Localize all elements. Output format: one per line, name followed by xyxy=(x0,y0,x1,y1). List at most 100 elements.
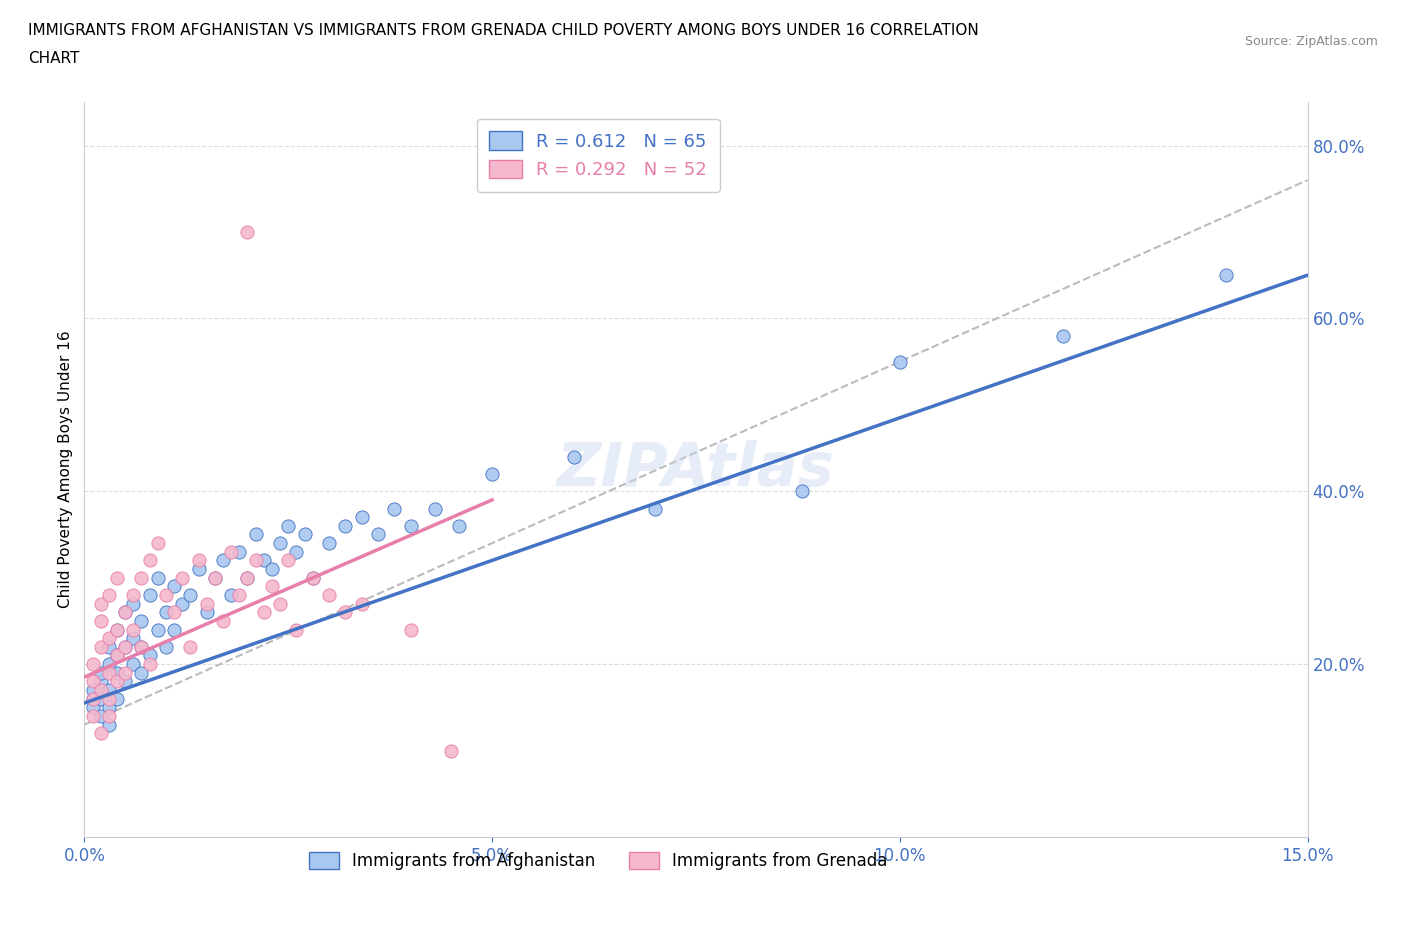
Point xyxy=(97,709,120,724)
Point xyxy=(301,570,323,585)
Point xyxy=(187,562,209,577)
Point xyxy=(449,518,471,533)
Point xyxy=(179,588,201,603)
Text: ZIPAtlas: ZIPAtlas xyxy=(557,440,835,499)
Point xyxy=(146,570,169,585)
Point xyxy=(790,484,813,498)
Point xyxy=(335,518,357,533)
Point xyxy=(245,553,267,568)
Point xyxy=(179,640,201,655)
Point xyxy=(285,544,308,559)
Point xyxy=(236,224,259,239)
Point xyxy=(138,648,160,663)
Point xyxy=(105,691,128,706)
Point xyxy=(219,544,242,559)
Point xyxy=(114,640,136,655)
Point xyxy=(146,622,169,637)
Point xyxy=(138,657,160,671)
Point xyxy=(195,596,218,611)
Point xyxy=(90,709,112,724)
Point xyxy=(195,604,218,619)
Point xyxy=(301,570,323,585)
Point xyxy=(285,622,308,637)
Point xyxy=(277,518,299,533)
Point xyxy=(204,570,226,585)
Point xyxy=(236,570,259,585)
Point xyxy=(335,604,357,619)
Text: Source: ZipAtlas.com: Source: ZipAtlas.com xyxy=(1244,35,1378,48)
Point xyxy=(253,553,276,568)
Point xyxy=(228,588,250,603)
Point xyxy=(114,665,136,680)
Point xyxy=(644,501,666,516)
Point xyxy=(481,467,503,482)
Point xyxy=(114,604,136,619)
Point xyxy=(277,553,299,568)
Point xyxy=(155,604,177,619)
Point xyxy=(105,665,128,680)
Point xyxy=(90,665,112,680)
Point xyxy=(90,596,112,611)
Point xyxy=(97,683,120,698)
Text: CHART: CHART xyxy=(28,51,80,66)
Point xyxy=(163,578,186,593)
Point xyxy=(146,536,169,551)
Point xyxy=(90,691,112,706)
Point xyxy=(131,640,153,655)
Point xyxy=(219,588,242,603)
Point xyxy=(82,674,104,689)
Point xyxy=(163,622,186,637)
Point xyxy=(114,640,136,655)
Point xyxy=(269,536,291,551)
Point xyxy=(318,588,340,603)
Point xyxy=(269,596,291,611)
Point xyxy=(97,700,120,715)
Point xyxy=(97,588,120,603)
Point xyxy=(97,657,120,671)
Point xyxy=(204,570,226,585)
Point xyxy=(90,725,112,740)
Point xyxy=(105,622,128,637)
Point xyxy=(253,604,276,619)
Point xyxy=(260,578,283,593)
Point xyxy=(163,604,186,619)
Point xyxy=(90,614,112,629)
Point xyxy=(138,553,160,568)
Point xyxy=(82,709,104,724)
Point xyxy=(90,674,112,689)
Y-axis label: Child Poverty Among Boys Under 16: Child Poverty Among Boys Under 16 xyxy=(58,331,73,608)
Point xyxy=(228,544,250,559)
Point xyxy=(122,596,145,611)
Point xyxy=(105,648,128,663)
Point xyxy=(82,700,104,715)
Point xyxy=(236,570,259,585)
Point xyxy=(187,553,209,568)
Point xyxy=(382,501,405,516)
Point xyxy=(212,553,235,568)
Point xyxy=(155,588,177,603)
Text: IMMIGRANTS FROM AFGHANISTAN VS IMMIGRANTS FROM GRENADA CHILD POVERTY AMONG BOYS : IMMIGRANTS FROM AFGHANISTAN VS IMMIGRANT… xyxy=(28,23,979,38)
Point xyxy=(131,640,153,655)
Point xyxy=(155,640,177,655)
Point xyxy=(105,570,128,585)
Point xyxy=(97,691,120,706)
Point xyxy=(367,527,389,542)
Point xyxy=(440,743,463,758)
Point xyxy=(82,691,104,706)
Point xyxy=(1052,328,1074,343)
Point xyxy=(138,588,160,603)
Point xyxy=(97,631,120,645)
Point xyxy=(423,501,446,516)
Point xyxy=(131,614,153,629)
Point xyxy=(131,570,153,585)
Point xyxy=(172,596,194,611)
Point xyxy=(562,449,585,464)
Point xyxy=(1215,268,1237,283)
Point xyxy=(82,691,104,706)
Point xyxy=(122,631,145,645)
Point xyxy=(105,674,128,689)
Point xyxy=(97,665,120,680)
Point xyxy=(114,604,136,619)
Point xyxy=(82,657,104,671)
Point xyxy=(889,354,911,369)
